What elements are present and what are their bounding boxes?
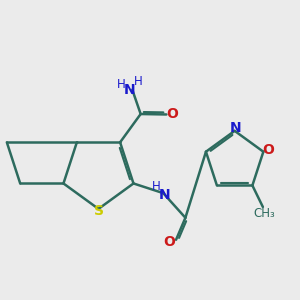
- Text: N: N: [230, 121, 241, 135]
- Text: N: N: [124, 83, 135, 97]
- Text: S: S: [94, 204, 104, 218]
- Text: O: O: [167, 107, 178, 122]
- Text: H: H: [117, 78, 126, 91]
- Text: O: O: [164, 235, 175, 249]
- Text: H: H: [152, 180, 160, 193]
- Text: H: H: [134, 75, 142, 88]
- Text: N: N: [159, 188, 170, 202]
- Text: CH₃: CH₃: [254, 207, 276, 220]
- Text: O: O: [262, 142, 274, 157]
